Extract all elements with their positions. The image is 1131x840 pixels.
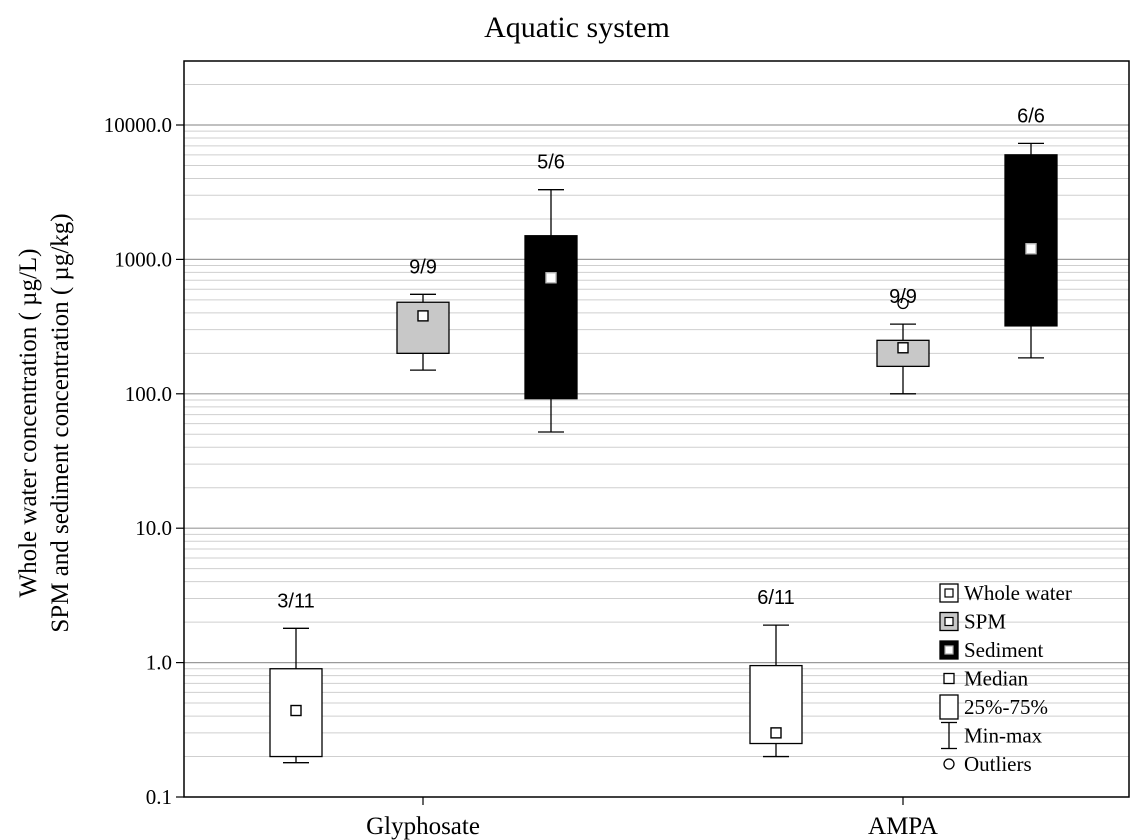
- x-tick-label: Glyphosate: [366, 813, 480, 840]
- detection-ratio-label: 9/9: [409, 256, 437, 278]
- legend-item: Outliers: [943, 752, 1032, 776]
- legend-range-symbol: [939, 694, 959, 720]
- y-tick-label: 1.0: [146, 651, 172, 675]
- legend-label: Min-max: [964, 724, 1043, 748]
- legend-item: Min-max: [941, 721, 1043, 750]
- y-axis-ticks: 0.1 1.0 10.0 100.0 1000.0 10000.0: [104, 113, 184, 809]
- legend-item: 25%-75%: [939, 694, 1048, 720]
- plot-frame: [183, 60, 1130, 798]
- detection-ratio-label: 5/6: [537, 152, 565, 174]
- y-tick-label: 10.0: [135, 516, 172, 540]
- grid-lines: [184, 84, 1129, 758]
- median-marker: [1025, 243, 1037, 255]
- detection-ratio-label: 9/9: [889, 286, 917, 308]
- legend-swatch-median: [944, 616, 954, 627]
- box-series: 3/11 6/11 9/9 9/9 5/6 6/6: [269, 105, 1058, 764]
- legend-label: Outliers: [964, 752, 1032, 776]
- legend-item: Sediment: [939, 638, 1043, 662]
- legend-label: Median: [964, 667, 1029, 691]
- legend-label: Sediment: [964, 638, 1043, 662]
- legend-item: SPM: [939, 610, 1006, 634]
- median-marker: [417, 310, 429, 322]
- box-group: 9/9: [876, 286, 930, 395]
- x-axis-ticks: Glyphosate AMPA: [366, 797, 938, 840]
- legend: Whole water SPM Sediment Median 25%-75% Min-m…: [939, 581, 1072, 776]
- x-tick-label: AMPA: [868, 813, 938, 840]
- chart-title: Aquatic system: [484, 11, 670, 44]
- iqr-box: [524, 235, 578, 400]
- legend-item: Median: [943, 667, 1029, 691]
- legend-swatch-median: [944, 588, 954, 598]
- iqr-box: [1004, 154, 1058, 327]
- y-tick-label: 0.1: [146, 785, 172, 809]
- legend-item: Whole water: [939, 581, 1072, 605]
- box-group: 6/11: [749, 587, 803, 758]
- legend-outlier-symbol: [943, 758, 955, 770]
- box-group: 5/6: [524, 152, 578, 433]
- legend-label: Whole water: [964, 581, 1072, 605]
- y-axis-label-line2: SPM and sediment concentration ( µg/kg): [47, 213, 74, 632]
- legend-label: 25%-75%: [964, 695, 1048, 719]
- box-group: 9/9: [396, 256, 450, 371]
- median-marker: [770, 727, 782, 739]
- legend-median-symbol: [943, 672, 955, 685]
- legend-swatch-median: [944, 645, 954, 655]
- y-tick-label: 100.0: [125, 382, 172, 406]
- outlier-point: [897, 297, 909, 310]
- detection-ratio-label: 6/11: [757, 587, 794, 609]
- detection-ratio-label: 3/11: [277, 590, 314, 612]
- box-group: 3/11: [269, 590, 323, 764]
- y-axis-label-line1: Whole water concentration ( µg/L): [15, 249, 42, 598]
- iqr-box: [396, 301, 450, 354]
- median-marker: [897, 342, 909, 354]
- median-marker: [290, 704, 302, 717]
- y-tick-label: 1000.0: [114, 247, 172, 271]
- median-marker: [545, 272, 557, 284]
- detection-ratio-label: 6/6: [1017, 105, 1045, 127]
- y-tick-label: 10000.0: [104, 113, 172, 137]
- box-group: 6/6: [1004, 105, 1058, 359]
- legend-label: SPM: [964, 610, 1006, 634]
